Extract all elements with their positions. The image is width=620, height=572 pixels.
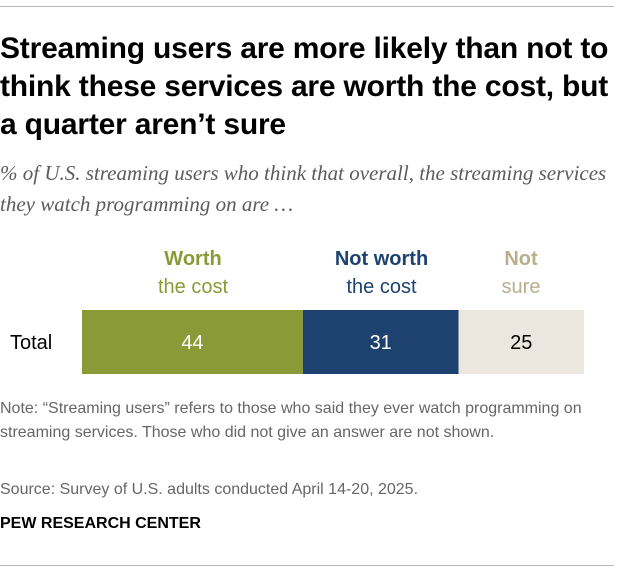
legend-label-line1: Not [504,248,538,270]
legend-label-line2: sure [501,276,541,298]
organization-name: PEW RESEARCH CENTER [0,515,201,532]
legend-label-line2: the cost [346,276,417,298]
legend-worth-the-cost: Worth the cost [82,245,304,301]
data-label-not-sure: 25 [510,332,532,354]
top-rule [0,6,614,7]
bar-worth-the-cost [82,310,303,374]
bar-not-worth-the-cost [302,310,459,374]
data-label-worth-the-cost: 44 [181,332,203,354]
legend-not-worth-the-cost: Not worth the cost [304,245,459,301]
bottom-rule [0,565,614,566]
data-label-not-worth-the-cost: 31 [370,332,392,354]
legend-not-sure: Not sure [459,245,583,301]
legend-label-line1: Not worth [334,248,429,270]
legend-label-line2: the cost [157,276,229,298]
chart-note: Note: “Streaming users” refers to those … [0,400,582,441]
chart-title: Streaming users are more likely than not… [0,32,609,141]
stacked-bar-chart: Total 44 31 25 [10,310,584,374]
chart-source: Source: Survey of U.S. adults conducted … [0,481,419,498]
bar-not-sure [458,310,584,374]
chart-subtitle: % of U.S. streaming users who think that… [0,161,607,216]
legend-label-line1: Worth [164,248,222,270]
category-label: Total [10,332,52,354]
